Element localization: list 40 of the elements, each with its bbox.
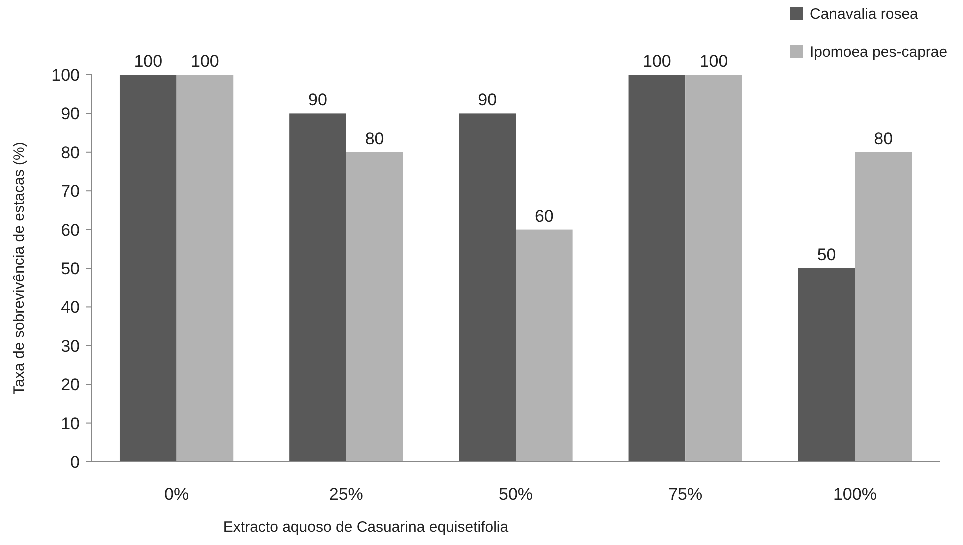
x-tick-label: 100% xyxy=(833,485,877,504)
bar xyxy=(855,152,912,462)
bar xyxy=(346,152,404,462)
bar xyxy=(290,114,346,462)
x-tick-label: 50% xyxy=(498,485,534,504)
y-axis-title: Taxa de sobrevivência de estacas (%) xyxy=(11,142,28,395)
data-label: 100 xyxy=(700,52,728,71)
data-label: 90 xyxy=(478,90,498,110)
bar xyxy=(798,268,856,462)
bar xyxy=(176,75,234,462)
bar xyxy=(628,75,686,462)
y-tick-label: 80 xyxy=(61,143,80,162)
bar xyxy=(686,75,742,462)
y-tick-label: 40 xyxy=(61,298,80,318)
y-tick-label: 20 xyxy=(61,376,80,395)
data-label: 100 xyxy=(134,52,163,71)
x-tick-label: 75% xyxy=(668,485,703,504)
data-label: 100 xyxy=(643,52,672,71)
y-tick-label: 100 xyxy=(52,66,80,85)
data-label: 100 xyxy=(191,52,220,71)
data-label: 50 xyxy=(817,246,836,264)
bar xyxy=(516,230,573,462)
y-tick-label: 30 xyxy=(61,336,80,356)
x-axis-title: Extracto aquoso de Casuarina equisetifolia xyxy=(223,519,510,536)
legend-label: Ipomoea pes-caprae xyxy=(810,44,948,61)
bar xyxy=(459,114,516,462)
y-tick-label: 70 xyxy=(61,182,80,202)
data-label: 80 xyxy=(365,129,384,148)
y-tick-label: 60 xyxy=(61,220,80,240)
y-tick-label: 0 xyxy=(70,452,80,472)
data-label: 80 xyxy=(874,129,894,148)
x-tick-label: 0% xyxy=(164,485,190,504)
bar xyxy=(120,75,177,462)
x-tick-label: 25% xyxy=(329,485,364,504)
y-tick-label: 10 xyxy=(61,414,80,434)
y-tick-label: 50 xyxy=(61,259,80,278)
y-tick-label: 90 xyxy=(61,104,80,124)
legend-label: Canavalia rosea xyxy=(810,6,920,23)
data-label: 90 xyxy=(308,90,328,110)
data-label: 60 xyxy=(534,206,554,226)
